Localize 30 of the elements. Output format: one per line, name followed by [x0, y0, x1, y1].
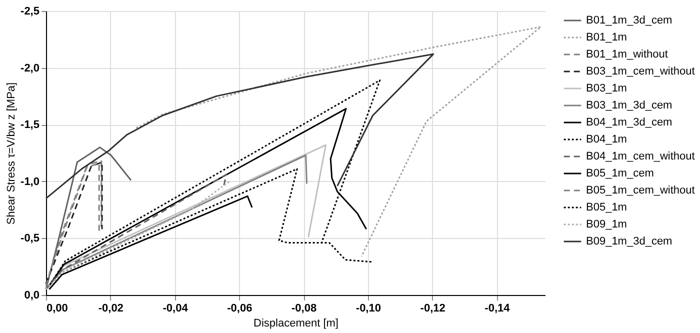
legend-label: B04_1m_3d_cem [586, 116, 672, 128]
y-tick-label: -2,5 [20, 6, 40, 18]
x-tick-label: 0,00 [46, 302, 68, 314]
legend-label: B04_1m_cem_without [586, 150, 695, 162]
legend-label: B03_1m_3d_cem [586, 100, 672, 112]
y-tick-label: -0,5 [20, 232, 40, 245]
x-tick-label: -0,04 [162, 302, 189, 314]
y-tick-label: -2,0 [20, 62, 40, 74]
x-tick-label: -0,02 [98, 302, 124, 314]
y-axis-title: Shear Stress τ=V/bw z [MPa] [6, 82, 18, 225]
legend-label: B09_1m_3d_cem [586, 236, 672, 248]
x-tick-label: -0,14 [484, 302, 511, 314]
legend-label: B01_1m_3d_cem [586, 14, 672, 26]
legend-label: B05_1m_cem [586, 168, 654, 180]
x-tick-label: -0,06 [227, 302, 252, 314]
y-tick-label: -1,0 [20, 176, 40, 188]
x-tick-label: -0,08 [292, 302, 317, 314]
x-tick-label: -0,12 [420, 302, 446, 314]
legend-label: B01_1m [586, 32, 627, 44]
legend-label: B04_1m [586, 134, 627, 146]
y-tick-label: -1,5 [20, 119, 40, 132]
x-axis-title: Displacement [m] [254, 318, 338, 330]
legend-label: B05_1m_cem_without [586, 184, 695, 196]
legend-label: B03_1m_cem_without [586, 66, 695, 78]
legend-label: B03_1m [586, 82, 627, 94]
y-tick-label: 0,0 [24, 290, 40, 302]
legend-label: B05_1m [586, 202, 627, 214]
x-tick-label: -0,10 [356, 302, 381, 314]
legend-label: B09_1m [586, 218, 627, 230]
legend-label: B01_1m_without [586, 48, 668, 60]
